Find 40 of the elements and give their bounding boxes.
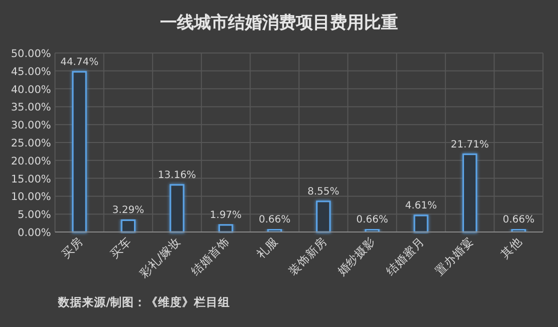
data-label: 3.29% <box>112 205 144 216</box>
source-note: 数据来源/制图：《维度》栏目组 <box>57 295 230 309</box>
data-label: 1.97% <box>210 210 242 221</box>
bar <box>170 184 184 233</box>
bar <box>316 200 331 233</box>
bar <box>72 71 87 233</box>
x-tick-label: 买车 <box>107 234 134 262</box>
data-label: 8.55% <box>308 186 340 198</box>
data-label: 0.66% <box>356 214 388 226</box>
y-tick-label: 20.00% <box>10 155 52 168</box>
x-tick-label: 其他 <box>498 234 525 262</box>
bar <box>414 214 428 233</box>
x-tick-label: 装饰新房 <box>286 234 330 278</box>
data-label: 0.66% <box>258 214 290 226</box>
chart-title: 一线城市结婚消费项目费用比重 <box>160 13 398 33</box>
x-tick-label: 彩礼/嫁妆 <box>136 234 184 281</box>
y-tick-label: 30.00% <box>10 120 52 132</box>
y-tick-label: 40.00% <box>10 84 52 96</box>
data-label: 21.71% <box>450 139 489 150</box>
data-label: 4.61% <box>405 200 437 212</box>
y-tick-label: 35.00% <box>10 102 52 114</box>
y-tick-label: 50.00% <box>10 48 52 60</box>
x-tick-label: 结婚首饰 <box>188 234 232 278</box>
x-tick-label: 买房 <box>58 234 86 262</box>
x-tick-label: 置办婚宴 <box>432 234 476 278</box>
data-label: 44.74% <box>60 56 98 68</box>
x-tick-label: 婚纱摄影 <box>334 234 378 278</box>
bar <box>218 224 234 233</box>
bar <box>120 219 136 233</box>
bar <box>462 153 478 233</box>
y-tick-label: 45.00% <box>10 66 52 78</box>
x-tick-label: 结婚蜜月 <box>383 234 428 278</box>
y-tick-label: 5.00% <box>18 209 52 222</box>
y-tick-label: 10.00% <box>10 191 52 204</box>
y-tick-label: 15.00% <box>10 173 52 186</box>
x-tick-label: 礼服 <box>254 234 281 262</box>
y-tick-label: 0.00% <box>18 227 52 239</box>
y-tick-label: 25.00% <box>10 138 52 150</box>
data-label: 0.66% <box>502 214 534 226</box>
data-label: 13.16% <box>158 170 196 181</box>
